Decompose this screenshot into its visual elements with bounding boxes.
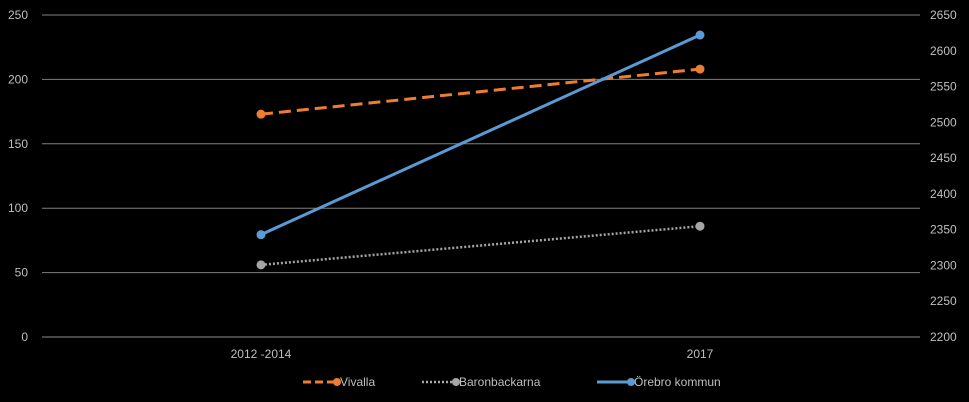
x-tick-label: 2017	[687, 347, 714, 361]
data-point-vivalla	[695, 64, 705, 74]
right-tick-label: 2650	[930, 8, 957, 22]
legend-marker-baronbackarna	[452, 378, 460, 386]
data-point-vivalla	[256, 109, 266, 119]
left-tick-label: 100	[8, 201, 28, 215]
right-tick-label: 2350	[930, 223, 957, 237]
x-axis-ticks: 2012 -2014 2017	[231, 347, 714, 361]
gridlines	[42, 14, 920, 338]
left-tick-label: 50	[15, 266, 29, 280]
legend-marker--rebro-kommun	[627, 378, 635, 386]
right-tick-label: 2400	[930, 187, 957, 201]
series-line-baronbackarna	[260, 224, 701, 267]
series-lines	[256, 30, 705, 270]
data-point-baronbackarna	[695, 221, 705, 231]
legend-label-baronbackarna: Baronbackarna	[459, 375, 541, 389]
left-tick-label: 250	[8, 8, 28, 22]
right-tick-label: 2250	[930, 294, 957, 308]
legend-marker-vivalla	[333, 378, 341, 386]
data-point--rebro-kommun	[695, 30, 705, 40]
legend-label-vivalla: Vivalla	[340, 375, 375, 389]
right-tick-label: 2550	[930, 80, 957, 94]
left-tick-label: 200	[8, 72, 28, 86]
left-tick-label: 150	[8, 137, 28, 151]
x-tick-label: 2012 -2014	[231, 347, 292, 361]
legend: Vivalla Baronbackarna Örebro kommun	[303, 375, 721, 389]
right-tick-label: 2600	[930, 44, 957, 58]
right-tick-label: 2500	[930, 115, 957, 129]
left-tick-label: 0	[21, 330, 28, 344]
data-point-baronbackarna	[256, 260, 266, 270]
series-line-vivalla	[260, 67, 701, 116]
data-point--rebro-kommun	[256, 230, 266, 240]
legend-label--rebro-kommun: Örebro kommun	[634, 375, 721, 389]
left-axis-ticks: 0 50 100 150 200 250	[8, 8, 28, 344]
right-tick-label: 2200	[930, 330, 957, 344]
right-tick-label: 2450	[930, 151, 957, 165]
right-tick-label: 2300	[930, 258, 957, 272]
series-line--rebro-kommun	[260, 33, 701, 237]
right-axis-ticks: 2200 2250 2300 2350 2400 2450 2500 2550 2600 2650	[930, 8, 957, 344]
